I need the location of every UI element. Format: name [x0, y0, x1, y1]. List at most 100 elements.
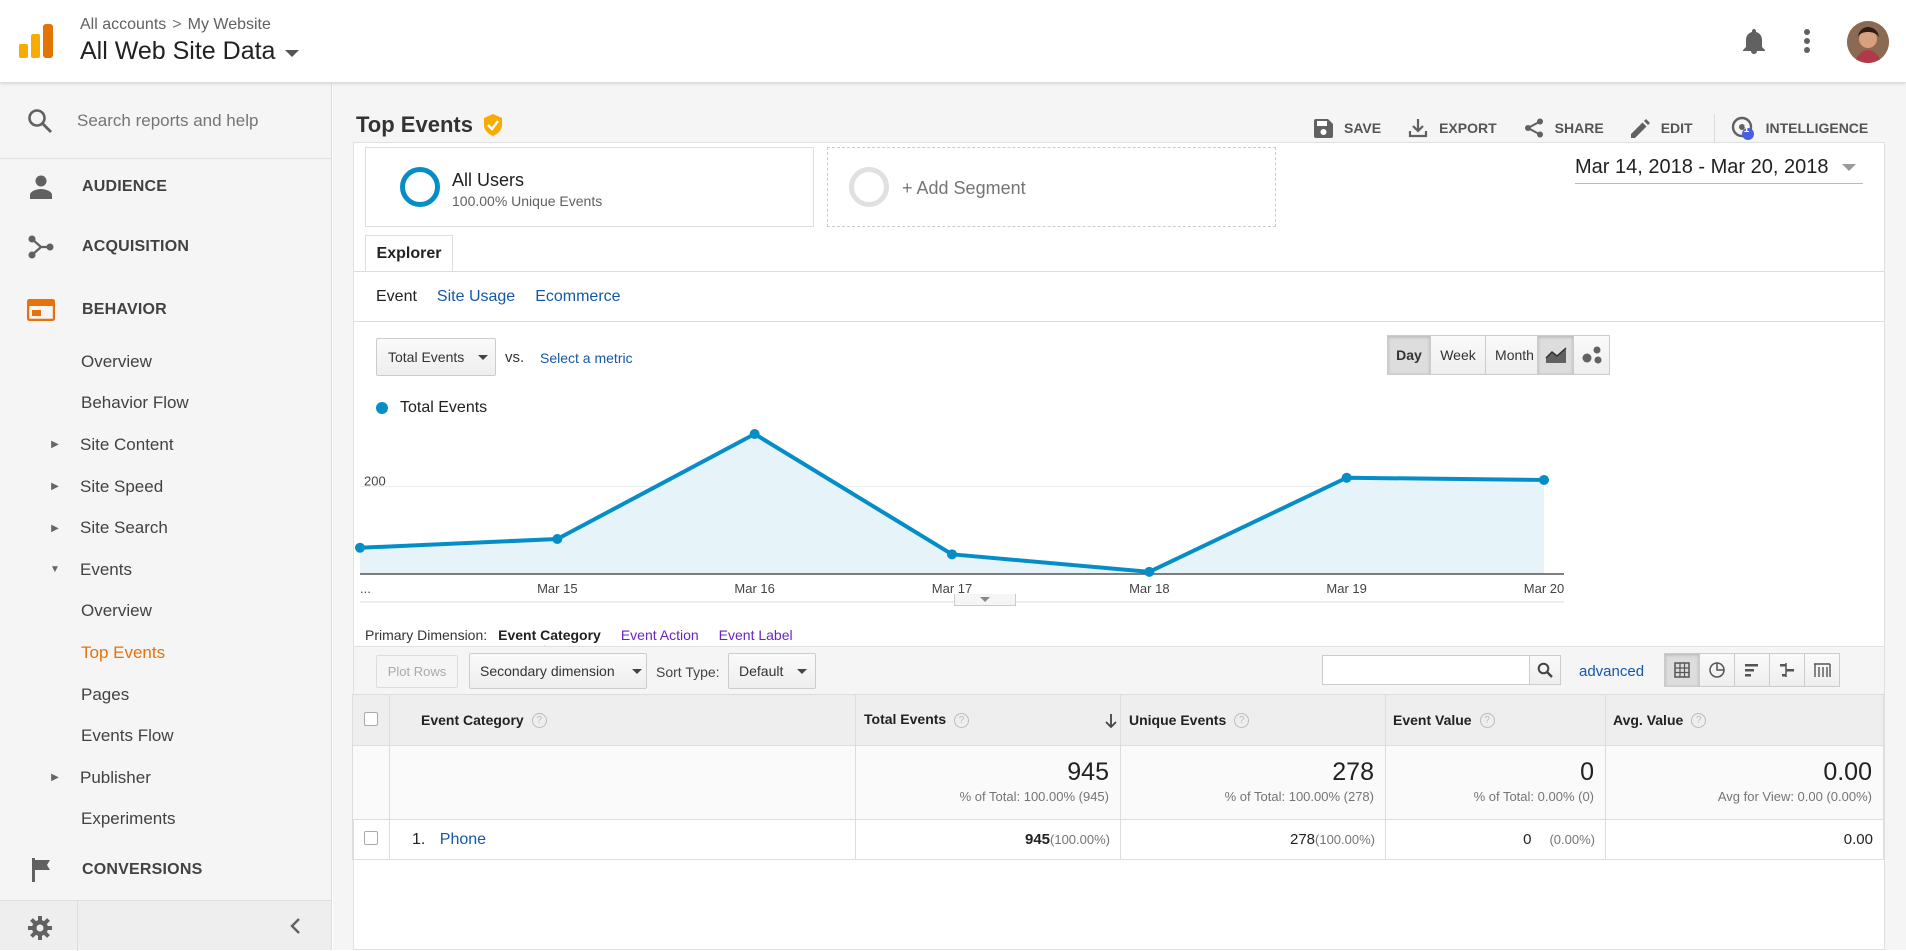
- sidebar-item-experiments[interactable]: Experiments: [0, 799, 331, 841]
- sidebar-item-label: Pages: [81, 684, 130, 704]
- help-icon[interactable]: ?: [1691, 713, 1707, 729]
- view-selector[interactable]: All Web Site Data: [80, 37, 300, 66]
- sidebar-item-label: BEHAVIOR: [82, 300, 167, 318]
- chart-resize-handle[interactable]: [954, 594, 1016, 606]
- sidebar-item-label: Events: [80, 559, 132, 579]
- export-button[interactable]: EXPORT: [1408, 118, 1497, 138]
- pivot-icon: [1814, 663, 1831, 677]
- dimension-event-label[interactable]: Event Label: [718, 627, 793, 643]
- segment-name: All Users: [452, 170, 525, 190]
- share-icon: [1524, 118, 1543, 138]
- select-metric-link[interactable]: Select a metric: [540, 350, 633, 366]
- row-event-value: 0 (0.00%): [1385, 819, 1606, 860]
- secondary-dimension-dropdown[interactable]: Secondary dimension: [469, 653, 647, 689]
- legend-swatch: [376, 402, 388, 414]
- save-button[interactable]: SAVE: [1314, 118, 1381, 138]
- header-label: Total Events: [864, 711, 947, 727]
- grid-icon: [1674, 662, 1690, 678]
- report-search[interactable]: Search reports and help: [0, 83, 331, 159]
- help-icon[interactable]: ?: [1234, 713, 1250, 729]
- col-event-category[interactable]: Event Category?: [389, 694, 856, 746]
- chart-legend: Total Events: [376, 399, 487, 417]
- dimension-event-action[interactable]: Event Action: [620, 627, 699, 643]
- sidebar-item-behavior[interactable]: BEHAVIOR: [0, 278, 331, 341]
- sidebar-item-publisher[interactable]: ▶ Publisher: [0, 757, 331, 799]
- sidebar-item-behavior-flow[interactable]: Behavior Flow: [0, 383, 331, 425]
- avatar[interactable]: [1847, 21, 1889, 63]
- x-tick-label: ...: [360, 581, 371, 596]
- row-checkbox[interactable]: [364, 831, 378, 845]
- sidebar-item-events-overview[interactable]: Overview: [0, 591, 331, 633]
- data-view-button[interactable]: [1664, 653, 1700, 687]
- date-range-picker[interactable]: Mar 14, 2018 - Mar 20, 2018: [1575, 151, 1863, 184]
- col-event-value[interactable]: Event Value?: [1385, 694, 1606, 746]
- period-day-button[interactable]: Day: [1387, 335, 1431, 375]
- motion-chart-mode-button[interactable]: [1573, 335, 1610, 375]
- subtab-event[interactable]: Event: [376, 288, 417, 305]
- row-avg-value-value: 0.00: [1843, 831, 1873, 848]
- breadcrumb-account[interactable]: All accounts: [80, 16, 167, 33]
- notifications-bell-icon[interactable]: [1742, 28, 1766, 56]
- more-options-icon[interactable]: [1803, 28, 1811, 54]
- sidebar-item-pages[interactable]: Pages: [0, 674, 331, 716]
- sidebar-item-site-speed[interactable]: ▶ Site Speed: [0, 466, 331, 508]
- sidebar-item-site-content[interactable]: ▶ Site Content: [0, 424, 331, 466]
- sidebar-item-conversions[interactable]: CONVERSIONS: [0, 840, 331, 900]
- empty-segment-ring-icon: [849, 167, 889, 207]
- x-tick-label: Mar 18: [1129, 581, 1169, 596]
- series-area: [360, 434, 1544, 574]
- col-avg-value[interactable]: Avg. Value?: [1605, 694, 1884, 746]
- legend-label: Total Events: [400, 399, 488, 416]
- metric-selector[interactable]: Total Events: [376, 338, 496, 376]
- advanced-filter-link[interactable]: advanced: [1579, 663, 1645, 680]
- performance-view-button[interactable]: [1734, 653, 1770, 687]
- actions-divider: [1713, 114, 1715, 142]
- dimension-event-category[interactable]: Event Category: [498, 627, 601, 643]
- events-table: Event Category? Total Events? Unique Eve…: [352, 694, 1884, 860]
- table-filter-search-button[interactable]: [1529, 655, 1561, 685]
- data-point: [1539, 474, 1549, 485]
- line-chart-mode-button[interactable]: [1537, 335, 1574, 375]
- sidebar-item-top-events[interactable]: Top Events: [0, 632, 331, 674]
- intelligence-button[interactable]: 1 INTELLIGENCE: [1731, 116, 1868, 140]
- subtab-ecommerce[interactable]: Ecommerce: [535, 288, 621, 305]
- col-unique-events[interactable]: Unique Events?: [1120, 694, 1386, 746]
- sidebar-item-label: CONVERSIONS: [82, 861, 203, 879]
- sort-type-value: Default: [739, 663, 784, 679]
- table-filter-input[interactable]: [1322, 655, 1530, 685]
- period-week-button[interactable]: Week: [1430, 335, 1486, 375]
- breadcrumb-property[interactable]: My Website: [187, 16, 271, 33]
- subtab-site-usage[interactable]: Site Usage: [436, 288, 516, 305]
- collapse-sidebar-chevron-icon[interactable]: [288, 917, 302, 935]
- bar-list-icon: [1745, 664, 1758, 677]
- help-icon[interactable]: ?: [954, 712, 970, 728]
- report-card: All Users 100.00% Unique Events + Add Se…: [352, 142, 1885, 950]
- sidebar-item-behavior-overview[interactable]: Overview: [0, 341, 331, 383]
- select-all-checkbox[interactable]: [364, 711, 378, 726]
- total-note: % of Total: 100.00% (278): [1224, 789, 1374, 804]
- period-month-button[interactable]: Month: [1485, 335, 1544, 375]
- edit-button[interactable]: EDIT: [1630, 118, 1693, 138]
- sidebar-item-acquisition[interactable]: ACQUISITION: [0, 215, 331, 278]
- row-category-link[interactable]: Phone: [439, 830, 487, 848]
- analytics-logo[interactable]: [19, 24, 53, 58]
- row-unique-events-value: 278: [1289, 831, 1316, 848]
- sidebar-item-events-flow[interactable]: Events Flow: [0, 715, 331, 757]
- tab-explorer[interactable]: Explorer: [365, 235, 453, 272]
- help-icon[interactable]: ?: [1479, 713, 1495, 729]
- add-segment-button[interactable]: + Add Segment: [827, 147, 1276, 227]
- col-total-events[interactable]: Total Events?: [855, 694, 1121, 746]
- segment-all-users[interactable]: All Users 100.00% Unique Events: [365, 147, 814, 227]
- sidebar-item-site-search[interactable]: ▶ Site Search: [0, 507, 331, 549]
- pivot-view-button[interactable]: [1804, 653, 1840, 687]
- sort-type-dropdown[interactable]: Default: [728, 653, 816, 689]
- share-button[interactable]: SHARE: [1524, 118, 1604, 138]
- plot-rows-button[interactable]: Plot Rows: [376, 655, 458, 688]
- percentage-view-button[interactable]: [1699, 653, 1735, 687]
- help-icon[interactable]: ?: [531, 713, 547, 729]
- breadcrumb[interactable]: All accounts > My Website: [80, 16, 271, 34]
- gear-icon[interactable]: [27, 915, 53, 941]
- sidebar-item-events[interactable]: ▼ Events: [0, 549, 331, 591]
- sidebar-item-audience[interactable]: AUDIENCE: [0, 159, 331, 215]
- comparison-view-button[interactable]: [1769, 653, 1805, 687]
